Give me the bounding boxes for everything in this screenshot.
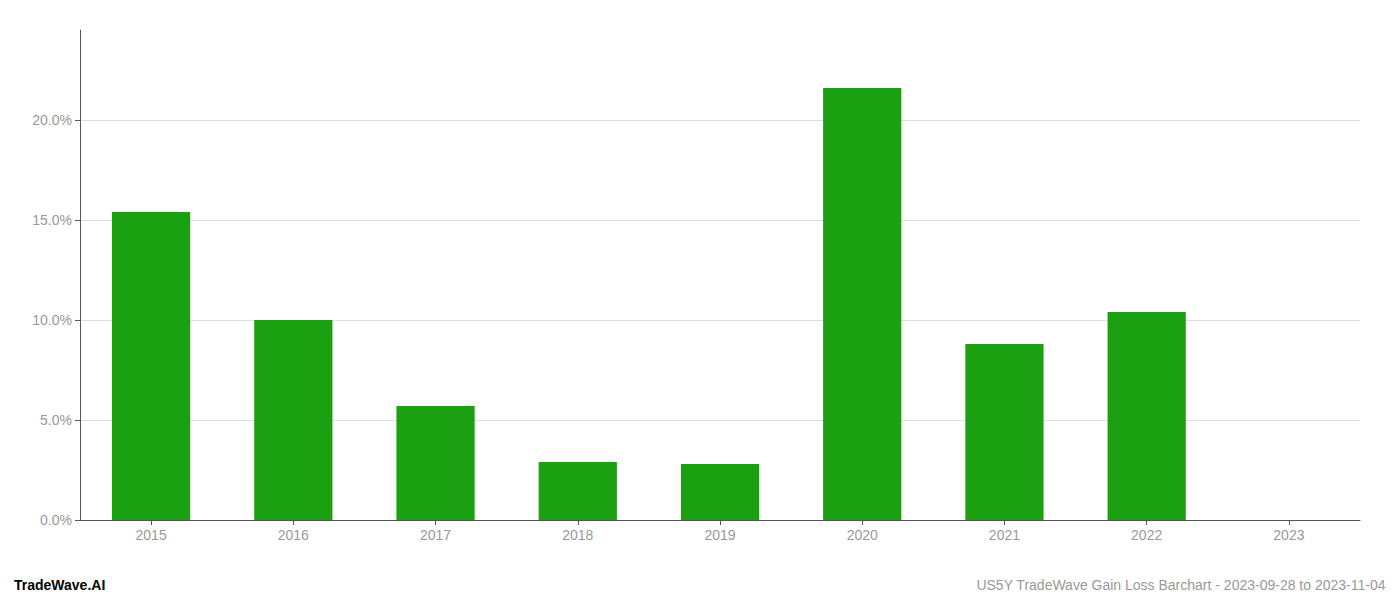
svg-text:2020: 2020 <box>847 527 878 543</box>
svg-text:2022: 2022 <box>1131 527 1162 543</box>
svg-text:2019: 2019 <box>704 527 735 543</box>
svg-text:US5Y TradeWave Gain Loss Barch: US5Y TradeWave Gain Loss Barchart - 2023… <box>976 577 1385 593</box>
svg-text:15.0%: 15.0% <box>32 212 72 228</box>
svg-text:2017: 2017 <box>420 527 451 543</box>
svg-text:10.0%: 10.0% <box>32 312 72 328</box>
svg-text:2015: 2015 <box>136 527 167 543</box>
svg-text:2021: 2021 <box>989 527 1020 543</box>
svg-text:20.0%: 20.0% <box>32 112 72 128</box>
svg-text:TradeWave.AI: TradeWave.AI <box>14 577 105 593</box>
svg-text:2023: 2023 <box>1273 527 1304 543</box>
svg-text:0.0%: 0.0% <box>40 512 72 528</box>
svg-text:2018: 2018 <box>562 527 593 543</box>
svg-text:5.0%: 5.0% <box>40 412 72 428</box>
svg-text:2016: 2016 <box>278 527 309 543</box>
